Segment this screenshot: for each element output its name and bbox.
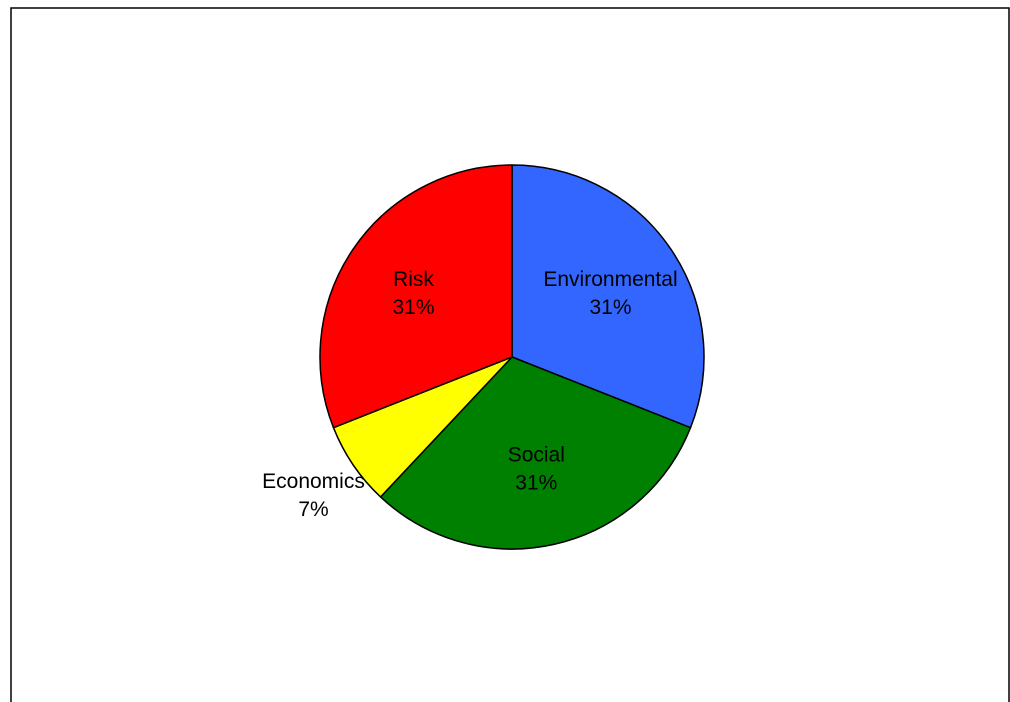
- slice-label-name: Risk: [393, 268, 434, 291]
- pie-slice-risk: [319, 164, 513, 429]
- pie-slice-social: [379, 356, 692, 550]
- slice-label-value: 31%: [515, 472, 557, 495]
- slice-label-name: Environmental: [543, 268, 677, 291]
- slice-label-value: 31%: [392, 296, 434, 319]
- slice-label-environmental: Environmental 31%: [543, 268, 677, 319]
- slice-label-risk: Risk 31%: [392, 268, 434, 319]
- pie-slice-environmental: [511, 164, 705, 429]
- slice-label-name: Social: [508, 444, 565, 467]
- slices-layer: [319, 164, 705, 550]
- slice-label-value: 7%: [298, 498, 328, 521]
- slice-label-name: Economics: [262, 470, 365, 493]
- slice-label-value: 31%: [589, 296, 631, 319]
- labels-layer: Environmental 31% Social 31% Economics 7% Risk…: [262, 268, 677, 521]
- slice-label-social: Social 31%: [508, 444, 565, 495]
- slice-label-economics: Economics 7%: [262, 470, 365, 521]
